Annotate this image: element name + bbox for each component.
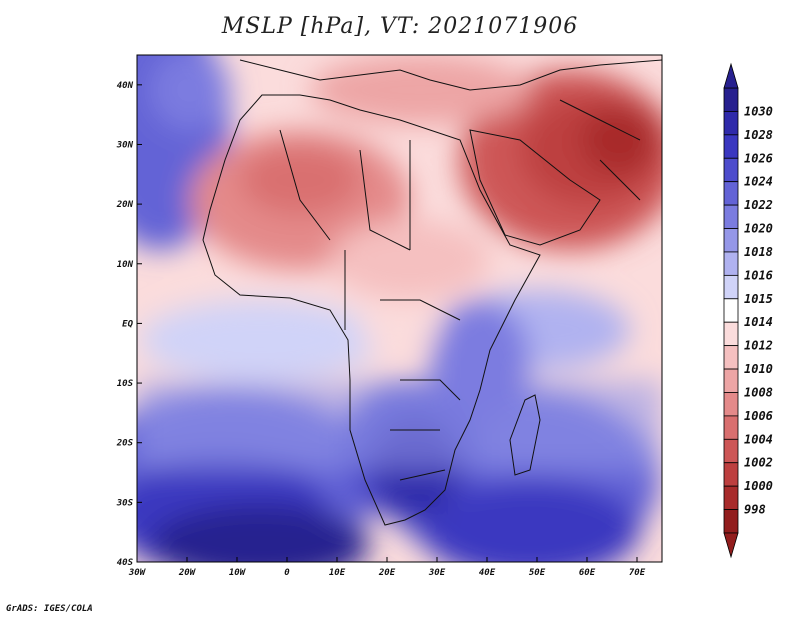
colorbar-level-label: 1024 bbox=[744, 175, 773, 189]
colorbar-level-label: 1022 bbox=[744, 198, 773, 212]
colorbar-level-label: 1002 bbox=[744, 456, 773, 470]
arabia-coastline bbox=[469, 129, 601, 246]
colorbar-level-label: 1014 bbox=[744, 315, 773, 329]
lat-label: 20N bbox=[116, 200, 134, 210]
colorbar-swatch bbox=[723, 392, 739, 417]
colorbar-level-label: 1006 bbox=[744, 409, 773, 423]
colorbar-swatch bbox=[723, 462, 739, 487]
colorbar-level-label: 1012 bbox=[744, 339, 773, 353]
colorbar-level-label: 1028 bbox=[744, 128, 773, 142]
lat-label: 40N bbox=[117, 81, 134, 91]
coastlines bbox=[202, 59, 662, 526]
colorbar-level-label: 1030 bbox=[744, 104, 773, 118]
lon-label: 60E bbox=[579, 568, 596, 578]
colorbar-swatch bbox=[723, 368, 739, 393]
colorbar-swatch bbox=[723, 87, 739, 112]
colorbar-level-label: 1016 bbox=[744, 268, 773, 282]
colorbar-min-arrow bbox=[723, 532, 739, 559]
colorbar-swatch bbox=[723, 509, 739, 534]
colorbar-swatch bbox=[723, 485, 739, 510]
lat-label: 20S bbox=[116, 439, 134, 449]
lon-label: 20W bbox=[178, 568, 197, 578]
lon-label: 30E bbox=[428, 568, 446, 578]
lon-label: 20E bbox=[378, 568, 396, 578]
lon-label: 10E bbox=[329, 568, 346, 578]
colorbar-level-label: 1010 bbox=[744, 362, 773, 376]
colorbar-level-label: 1004 bbox=[744, 432, 773, 446]
lon-label: 50E bbox=[529, 568, 546, 578]
colorbar-swatch bbox=[723, 415, 739, 440]
colorbar-level-label: 1018 bbox=[744, 245, 773, 259]
colorbar-swatch bbox=[723, 157, 739, 183]
colorbar-max-arrow bbox=[723, 62, 739, 89]
colorbar-swatch bbox=[723, 298, 739, 323]
colorbar-swatch bbox=[723, 181, 739, 206]
grads-credit: GrADS: IGES/COLA bbox=[6, 604, 93, 614]
colorbar-swatch bbox=[723, 274, 739, 300]
colorbar-swatch bbox=[723, 345, 739, 370]
country-borders bbox=[279, 99, 641, 481]
colorbar-level-label: 1026 bbox=[744, 151, 773, 165]
pressure-field bbox=[137, 55, 662, 562]
colorbar-level-label: 998 bbox=[744, 503, 766, 517]
lon-label: 70E bbox=[629, 568, 646, 578]
lat-label: 40S bbox=[117, 558, 134, 568]
lat-label: 10S bbox=[117, 379, 134, 389]
lon-label: 0 bbox=[284, 568, 290, 578]
europe-coastline bbox=[239, 59, 662, 91]
africa-coastline bbox=[202, 94, 541, 526]
colorbar: 1030 1028 1026 1024 1022 1020 1018 1016 1015 1014… bbox=[723, 62, 773, 559]
longitude-axis: 30W 20W 10W 0 10E 20E 30E 40E 50E 60E 70E bbox=[128, 557, 646, 578]
colorbar-swatch bbox=[723, 438, 739, 464]
lat-label: 30S bbox=[116, 498, 134, 508]
lon-label: 10W bbox=[229, 568, 247, 578]
colorbar-swatch bbox=[723, 134, 739, 159]
colorbar-level-label: 1020 bbox=[744, 222, 773, 236]
map-frame bbox=[136, 54, 663, 563]
colorbar-level-label: 1015 bbox=[744, 292, 773, 306]
lat-label: 10N bbox=[117, 260, 134, 270]
lat-label: EQ bbox=[122, 319, 133, 329]
lon-label: 40E bbox=[479, 568, 496, 578]
colorbar-swatch bbox=[723, 321, 739, 347]
colorbar-swatch bbox=[723, 204, 739, 229]
lon-label: 30W bbox=[128, 568, 147, 578]
colorbar-swatch bbox=[723, 111, 739, 136]
chart-title: MSLP [hPa], VT: 2021071906 bbox=[221, 14, 579, 39]
colorbar-level-label: 1000 bbox=[744, 479, 773, 493]
lat-label: 30N bbox=[116, 140, 134, 150]
latitude-axis: 40N 30N 20N 10N EQ 10S 20S 30S 40S bbox=[116, 81, 142, 568]
colorbar-level-label: 1008 bbox=[744, 385, 773, 399]
madagascar-coastline bbox=[509, 394, 541, 476]
colorbar-swatch bbox=[723, 228, 739, 253]
colorbar-swatch bbox=[723, 251, 739, 276]
